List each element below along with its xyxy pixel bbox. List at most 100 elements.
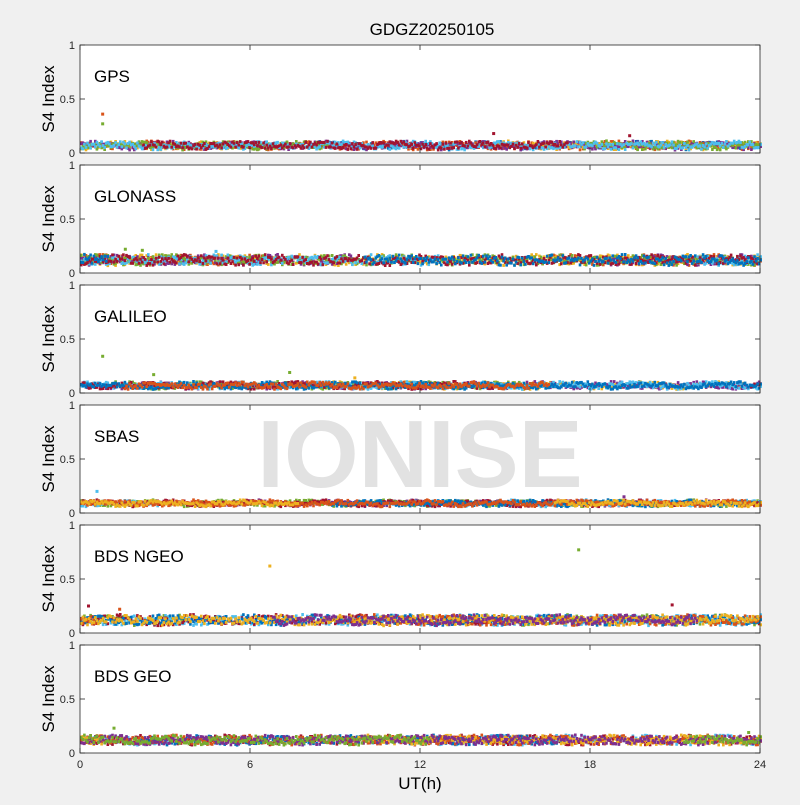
data-point xyxy=(107,255,110,258)
data-point xyxy=(510,262,513,265)
data-point xyxy=(725,140,728,143)
data-point xyxy=(150,140,153,143)
data-point xyxy=(287,256,290,259)
data-point xyxy=(460,141,463,144)
data-point xyxy=(375,147,378,150)
data-point xyxy=(484,145,487,148)
data-point xyxy=(105,260,108,263)
data-point xyxy=(476,143,479,146)
data-point xyxy=(699,144,702,147)
data-point xyxy=(437,258,440,261)
data-point xyxy=(527,141,530,144)
data-point xyxy=(663,146,666,149)
data-point xyxy=(615,261,618,264)
data-point xyxy=(219,262,222,265)
data-point xyxy=(725,259,728,262)
data-point xyxy=(121,145,124,148)
data-point xyxy=(582,141,585,144)
data-point xyxy=(753,255,756,258)
data-point xyxy=(468,264,471,267)
data-point xyxy=(264,147,267,150)
data-point xyxy=(160,143,163,146)
data-point xyxy=(519,263,522,266)
data-point xyxy=(512,258,515,261)
data-point xyxy=(710,260,713,263)
data-point xyxy=(300,261,303,264)
data-point xyxy=(276,253,279,256)
data-point xyxy=(686,260,689,263)
data-point xyxy=(515,261,518,264)
data-point xyxy=(558,140,561,143)
data-point xyxy=(538,146,541,149)
data-point xyxy=(537,140,540,143)
data-point xyxy=(354,261,357,264)
data-point xyxy=(181,146,184,149)
data-point xyxy=(577,145,580,148)
data-point xyxy=(543,142,546,145)
data-point xyxy=(689,254,692,257)
data-point xyxy=(270,147,273,150)
data-point xyxy=(323,141,326,144)
data-point xyxy=(116,260,119,263)
data-point xyxy=(576,140,579,143)
data-point xyxy=(434,258,437,261)
data-point xyxy=(251,257,254,260)
data-point xyxy=(641,148,644,151)
data-point xyxy=(507,144,510,147)
panel-label: GLONASS xyxy=(94,187,176,206)
data-point xyxy=(686,141,689,144)
data-point xyxy=(331,254,334,257)
data-point xyxy=(198,260,201,263)
data-point xyxy=(136,142,139,145)
data-point xyxy=(457,256,460,259)
data-point xyxy=(671,146,674,149)
data-point xyxy=(521,257,524,260)
data-point xyxy=(664,257,667,260)
data-point xyxy=(103,146,106,149)
data-point xyxy=(716,148,719,151)
data-point xyxy=(153,260,156,263)
data-point xyxy=(624,148,627,151)
data-point xyxy=(94,145,97,148)
data-point xyxy=(242,263,245,266)
data-point xyxy=(103,255,106,258)
data-point xyxy=(435,262,438,265)
data-point xyxy=(446,263,449,266)
data-point xyxy=(421,262,424,265)
y-tick-label: 0.5 xyxy=(60,94,75,106)
data-point xyxy=(93,143,96,146)
data-point xyxy=(736,255,739,258)
data-point xyxy=(440,147,443,150)
axes-background xyxy=(80,45,760,153)
data-point xyxy=(682,146,685,149)
data-point xyxy=(297,255,300,258)
data-point xyxy=(505,264,508,267)
data-point xyxy=(184,261,187,264)
data-point xyxy=(280,259,283,262)
data-point xyxy=(89,254,92,257)
data-point xyxy=(548,261,551,264)
data-point xyxy=(632,147,635,150)
data-point xyxy=(601,140,604,143)
data-point xyxy=(465,141,468,144)
data-point xyxy=(202,262,205,265)
data-point xyxy=(121,258,124,261)
data-point xyxy=(113,261,116,264)
data-point xyxy=(373,261,376,264)
data-point xyxy=(91,262,94,265)
data-point xyxy=(308,143,311,146)
data-point xyxy=(398,144,401,147)
data-point xyxy=(482,255,485,258)
data-point xyxy=(650,145,653,148)
data-point xyxy=(111,253,114,256)
data-point xyxy=(571,254,574,257)
data-point xyxy=(605,257,608,260)
data-point xyxy=(752,143,755,146)
data-point xyxy=(155,257,158,260)
data-point xyxy=(530,256,533,259)
data-point xyxy=(322,263,325,266)
data-point xyxy=(485,254,488,257)
data-point xyxy=(348,144,351,147)
